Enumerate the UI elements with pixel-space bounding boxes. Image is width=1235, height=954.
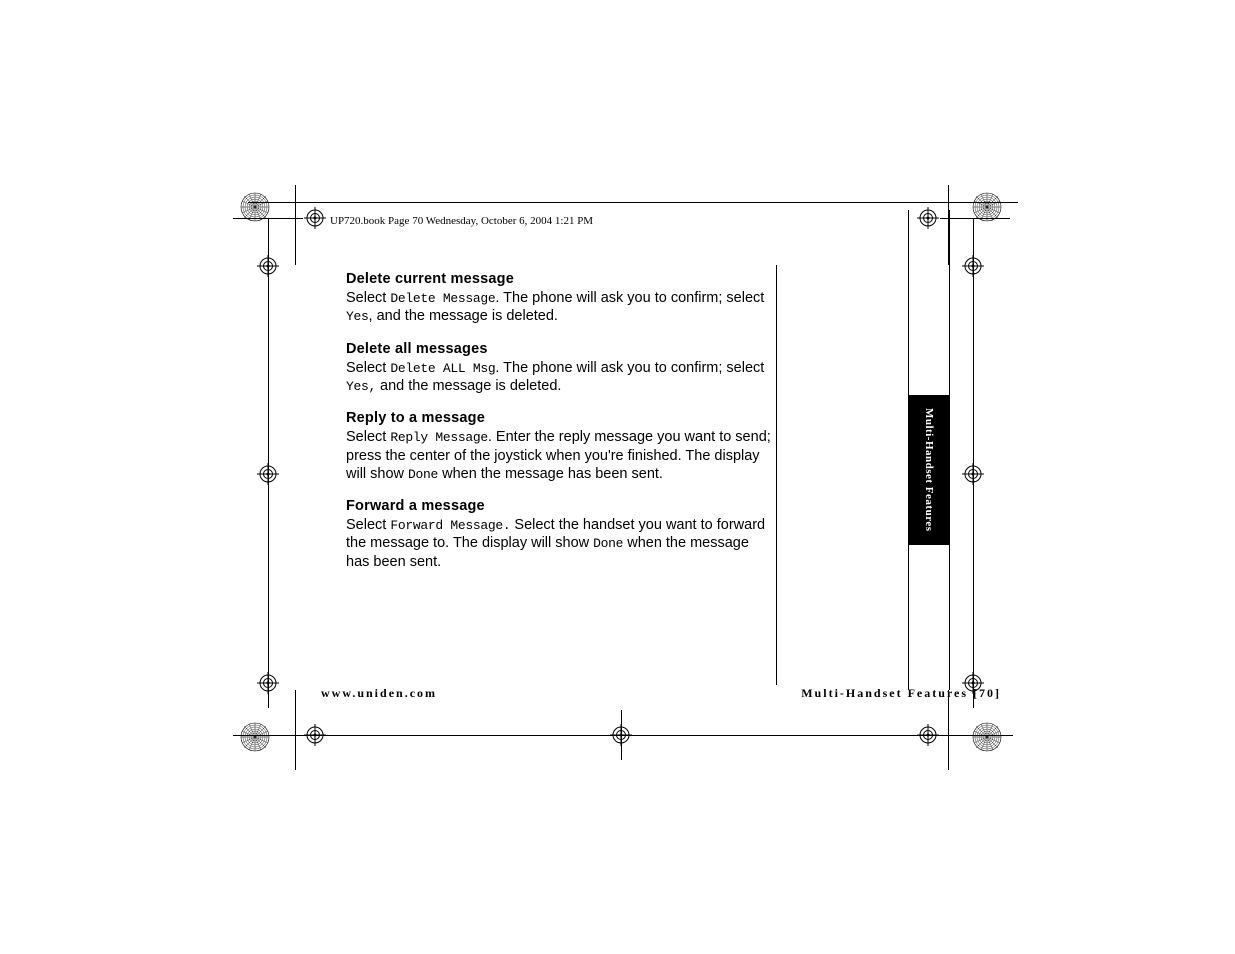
header-rule xyxy=(248,202,1018,203)
crop-line xyxy=(948,185,949,265)
menu-option: Yes xyxy=(346,309,369,324)
printer-registration-mark-icon xyxy=(257,463,279,485)
crop-line xyxy=(940,218,1010,219)
menu-option: Delete ALL Msg xyxy=(390,361,495,376)
crop-line xyxy=(621,710,622,760)
section-forward: Forward a message Select Forward Message… xyxy=(346,497,771,571)
menu-option: Done xyxy=(408,467,438,482)
menu-option: Delete Message xyxy=(390,291,495,306)
printer-registration-ball-icon xyxy=(972,722,1002,752)
header-filename: UP720.book Page 70 Wednesday, October 6,… xyxy=(330,215,593,227)
crop-line xyxy=(295,185,296,265)
menu-option: Done xyxy=(593,536,623,551)
column-divider xyxy=(776,265,777,685)
printer-registration-mark-icon xyxy=(917,207,939,229)
section-title: Delete all messages xyxy=(346,340,771,358)
section-title: Reply to a message xyxy=(346,409,771,427)
side-tab: Multi-Handset Features xyxy=(908,395,950,545)
section-reply: Reply to a message Select Reply Message.… xyxy=(346,409,771,483)
page-footer: www.uniden.com Multi-Handset Features [7… xyxy=(321,686,1001,701)
footer-url: www.uniden.com xyxy=(321,686,437,701)
manual-page: UP720.book Page 70 Wednesday, October 6,… xyxy=(238,190,1008,760)
section-body: Select Forward Message. Select the hands… xyxy=(346,516,771,571)
section-title: Forward a message xyxy=(346,497,771,515)
printer-registration-mark-icon xyxy=(917,724,939,746)
section-title: Delete current message xyxy=(346,270,771,288)
crop-line xyxy=(948,690,949,770)
printer-registration-mark-icon xyxy=(257,672,279,694)
menu-option: Forward Message. xyxy=(390,518,510,533)
menu-option: Reply Message xyxy=(390,430,488,445)
section-delete-current: Delete current message Select Delete Mes… xyxy=(346,270,771,326)
crop-line xyxy=(295,690,296,770)
body-content: Delete current message Select Delete Mes… xyxy=(346,270,771,585)
menu-option: Yes, xyxy=(346,379,376,394)
section-body: Select Delete Message. The phone will as… xyxy=(346,289,771,326)
printer-registration-ball-icon xyxy=(240,722,270,752)
section-body: Select Delete ALL Msg. The phone will as… xyxy=(346,359,771,396)
section-delete-all: Delete all messages Select Delete ALL Ms… xyxy=(346,340,771,396)
section-body: Select Reply Message. Enter the reply me… xyxy=(346,428,771,483)
printer-registration-mark-icon xyxy=(962,672,984,694)
printer-registration-mark-icon xyxy=(962,463,984,485)
side-tab-label: Multi-Handset Features xyxy=(923,408,935,532)
printer-registration-mark-icon xyxy=(304,207,326,229)
